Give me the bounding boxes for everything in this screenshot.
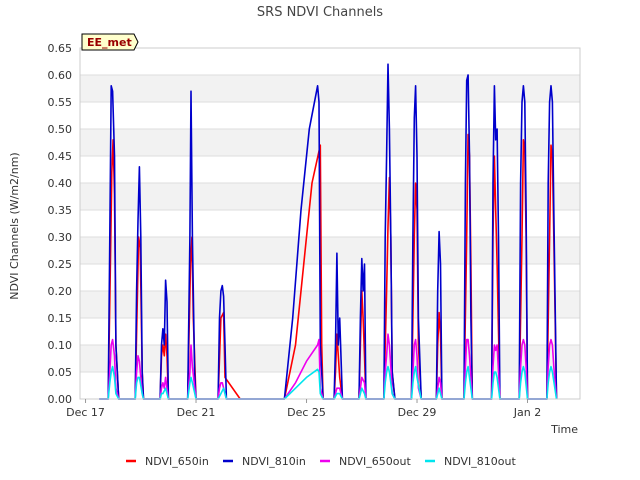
y-tick-label: 0.35	[48, 204, 73, 217]
y-tick-label: 0.45	[48, 150, 73, 163]
legend-item: NDVI_810in	[223, 455, 306, 468]
y-axis-label: NDVI Channels (W/m2/nm)	[8, 152, 21, 299]
x-tick-label: Dec 17	[66, 406, 105, 419]
site-badge: EE_met	[81, 33, 139, 51]
grid-band	[80, 291, 580, 318]
y-tick-label: 0.20	[48, 285, 73, 298]
y-tick-label: 0.30	[48, 231, 73, 244]
grid-band	[80, 75, 580, 102]
y-tick-label: 0.15	[48, 312, 73, 325]
y-tick-label: 0.00	[48, 393, 73, 406]
legend-label: NDVI_650in	[145, 455, 209, 468]
legend-label: NDVI_810in	[242, 455, 306, 468]
y-tick-label: 0.60	[48, 69, 73, 82]
series-line-NDVI_810in	[99, 63, 558, 400]
grid-band	[80, 345, 580, 372]
y-tick-label: 0.25	[48, 258, 73, 271]
y-tick-label: 0.65	[48, 42, 73, 55]
x-tick-label: Dec 21	[177, 406, 216, 419]
grid-band	[80, 183, 580, 210]
y-tick-label: 0.55	[48, 96, 73, 109]
legend: NDVI_650in NDVI_810in NDVI_650out NDVI_810o…	[126, 455, 516, 468]
legend-item: NDVI_810out	[425, 455, 516, 468]
x-tick-label: Jan 2	[513, 406, 541, 419]
x-tick-label: Dec 29	[398, 406, 437, 419]
legend-item: NDVI_650out	[320, 455, 411, 468]
y-tick-label: 0.40	[48, 177, 73, 190]
legend-label: NDVI_650out	[339, 455, 411, 468]
x-tick-label: Dec 25	[287, 406, 326, 419]
y-tick-label: 0.50	[48, 123, 73, 136]
x-axis-label: Time	[550, 423, 578, 436]
x-axis-ticks: Dec 17 Dec 21 Dec 25 Dec 29 Jan 2	[66, 399, 541, 419]
site-badge-label: EE_met	[87, 36, 132, 49]
grid-band	[80, 237, 580, 264]
chart-title: SRS NDVI Channels	[257, 5, 383, 20]
y-tick-label: 0.10	[48, 339, 73, 352]
legend-label: NDVI_810out	[444, 455, 516, 468]
grid-band	[80, 129, 580, 156]
y-tick-label: 0.05	[48, 366, 73, 379]
plot-frame	[79, 47, 581, 400]
legend-item: NDVI_650in	[126, 455, 209, 468]
y-axis-ticks: 0.00 0.05 0.10 0.15 0.20 0.25 0.30 0.35 0.40 0.45…	[48, 42, 73, 406]
